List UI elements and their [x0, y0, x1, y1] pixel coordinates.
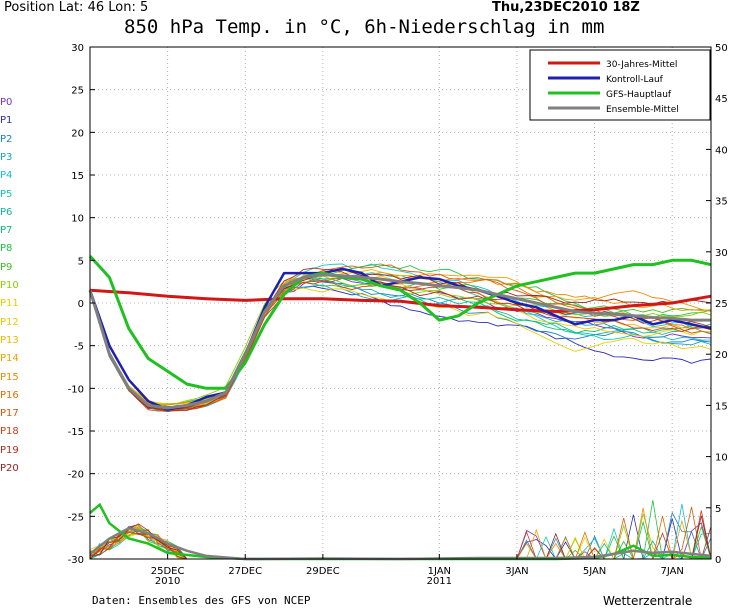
member-label: P12 [0, 316, 19, 328]
series-line [88, 273, 711, 410]
precip-series-line [89, 502, 712, 561]
y-left-tick-label: -15 [68, 427, 84, 438]
member-label: P5 [0, 188, 13, 200]
legend-label: Kontroll-Lauf [606, 75, 664, 85]
ensemble-member-temp-line [89, 272, 712, 413]
ensemble-member-temp-line [89, 271, 712, 411]
position-label: Position Lat: 46 Lon: 5 [4, 0, 149, 15]
y-left-tick-label: 25 [71, 86, 84, 97]
member-label: P14 [0, 353, 19, 365]
y-left-tick-label: -20 [68, 470, 84, 481]
brand-label: Wetterzentrale [603, 594, 693, 608]
ensemble-member-temp-line [89, 285, 712, 409]
legend-label: Ensemble-Mittel [606, 105, 679, 115]
y-left-tick-label: 15 [71, 171, 84, 182]
member-label: P10 [0, 280, 19, 291]
legend-label: GFS-Hauptlauf [606, 90, 672, 100]
member-label: P13 [0, 334, 19, 346]
y-right-tick-label: 30 [715, 248, 728, 259]
member-label: P4 [0, 170, 13, 182]
y-right-tick-label: 35 [715, 197, 728, 208]
series-line [88, 255, 712, 390]
member-label: P1 [0, 115, 13, 127]
member-label: P0 [0, 97, 13, 108]
ensemble-member-temp-line [89, 267, 712, 412]
y-right-tick-label: 10 [715, 453, 728, 464]
member-label: P15 [0, 371, 19, 383]
x-tick-year-label: 2011 [427, 576, 452, 587]
y-right-tick-label: 0 [715, 555, 721, 566]
x-tick-label: 7JAN [660, 566, 683, 577]
axis-ticks: 302520151050-5-10-15-20-25-3050454035302… [68, 43, 728, 587]
y-right-tick-label: 25 [715, 299, 728, 310]
x-tick-label: 5JAN [583, 566, 606, 577]
y-left-tick-label: -5 [74, 342, 84, 353]
member-label: P2 [0, 133, 13, 145]
member-label: P6 [0, 206, 13, 218]
ensemble-member-precip-line [89, 504, 711, 560]
y-left-tick-label: 10 [71, 214, 84, 225]
member-label: P18 [0, 426, 19, 438]
data-source-label: Daten: Ensembles des GFS von NCEP [92, 594, 311, 607]
member-label: P16 [0, 389, 19, 401]
member-label: P8 [0, 243, 13, 255]
member-label: P9 [0, 261, 13, 273]
y-left-tick-label: 20 [71, 128, 84, 139]
x-tick-label: 25DEC [151, 566, 185, 577]
ensemble-member-temp-line [89, 263, 712, 406]
y-right-tick-label: 45 [715, 94, 728, 105]
y-right-tick-label: 15 [715, 401, 728, 412]
legend-label: 30-Jahres-Mittel [606, 60, 677, 70]
chart-legend: 30-Jahres-Mittel Kontroll-Lauf GFS-Hauptla… [529, 49, 711, 121]
y-left-tick-label: -10 [68, 384, 84, 395]
member-label: P17 [0, 408, 19, 420]
run-datetime: Thu,23DEC2010 18Z [492, 0, 640, 15]
member-label: P3 [0, 151, 13, 163]
chart-title: 850 hPa Temp. in °C, 6h-Niederschlag in … [124, 16, 605, 38]
x-tick-label: 3JAN [505, 566, 528, 577]
y-right-tick-label: 20 [715, 350, 728, 361]
y-left-tick-label: 0 [78, 299, 84, 310]
y-right-tick-label: 5 [715, 504, 721, 515]
y-left-tick-label: 5 [78, 256, 84, 267]
member-label: P19 [0, 444, 19, 456]
x-tick-label: 27DEC [228, 566, 262, 577]
x-tick-label: 29DEC [306, 566, 340, 577]
y-left-tick-label: -25 [68, 512, 84, 523]
series-line [89, 288, 712, 313]
y-right-tick-label: 40 [715, 145, 728, 156]
y-left-tick-label: -30 [68, 555, 84, 566]
member-label: P11 [0, 298, 19, 310]
ensemble-member-temp-line [89, 280, 712, 412]
member-label: P7 [0, 225, 13, 237]
ensemble-member-temp-line [89, 263, 712, 410]
x-tick-label: 1JAN [428, 566, 451, 577]
y-left-tick-label: 30 [71, 43, 84, 54]
chart-series [88, 255, 712, 561]
x-tick-year-label: 2010 [155, 576, 180, 587]
y-right-tick-label: 50 [715, 43, 728, 54]
member-label: P20 [0, 463, 19, 474]
